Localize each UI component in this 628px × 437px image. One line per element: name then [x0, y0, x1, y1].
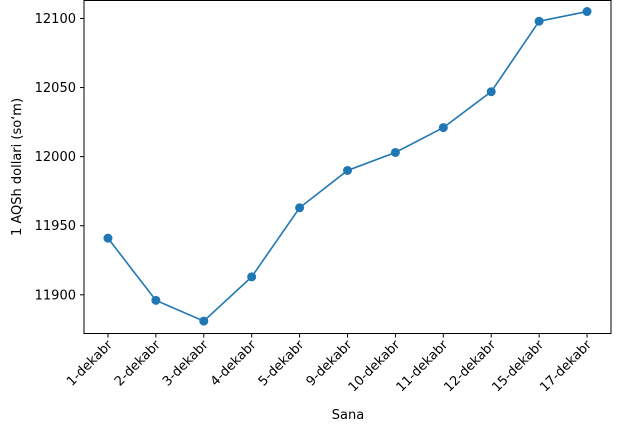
y-axis-label: 1 AQSh dollari (so‘m) — [10, 98, 25, 236]
x-tick-label: 4-dekabr — [208, 337, 260, 389]
y-tick-label: 12100 — [35, 12, 76, 27]
marker — [151, 295, 161, 305]
y-tick-label: 12000 — [35, 150, 76, 165]
x-tick-label: 1-dekabr — [64, 337, 116, 389]
x-tick-label: 2-dekabr — [112, 337, 164, 389]
y-tick-label: 11950 — [35, 219, 76, 234]
marker — [534, 16, 544, 26]
marker — [390, 147, 400, 157]
x-tick-label: 17-dekabr — [537, 337, 595, 395]
marker — [199, 316, 209, 326]
marker — [438, 123, 448, 133]
marker — [486, 87, 496, 97]
marker — [247, 272, 257, 282]
x-tick-label: 3-dekabr — [160, 337, 212, 389]
marker — [343, 165, 352, 175]
y-tick-label: 11900 — [35, 288, 76, 303]
marker — [103, 233, 113, 243]
x-axis-label: Sana — [332, 408, 364, 423]
marker — [295, 203, 305, 213]
marker — [582, 7, 592, 17]
x-tick-label: 5-dekabr — [256, 337, 308, 389]
y-tick-label: 12050 — [35, 81, 76, 96]
